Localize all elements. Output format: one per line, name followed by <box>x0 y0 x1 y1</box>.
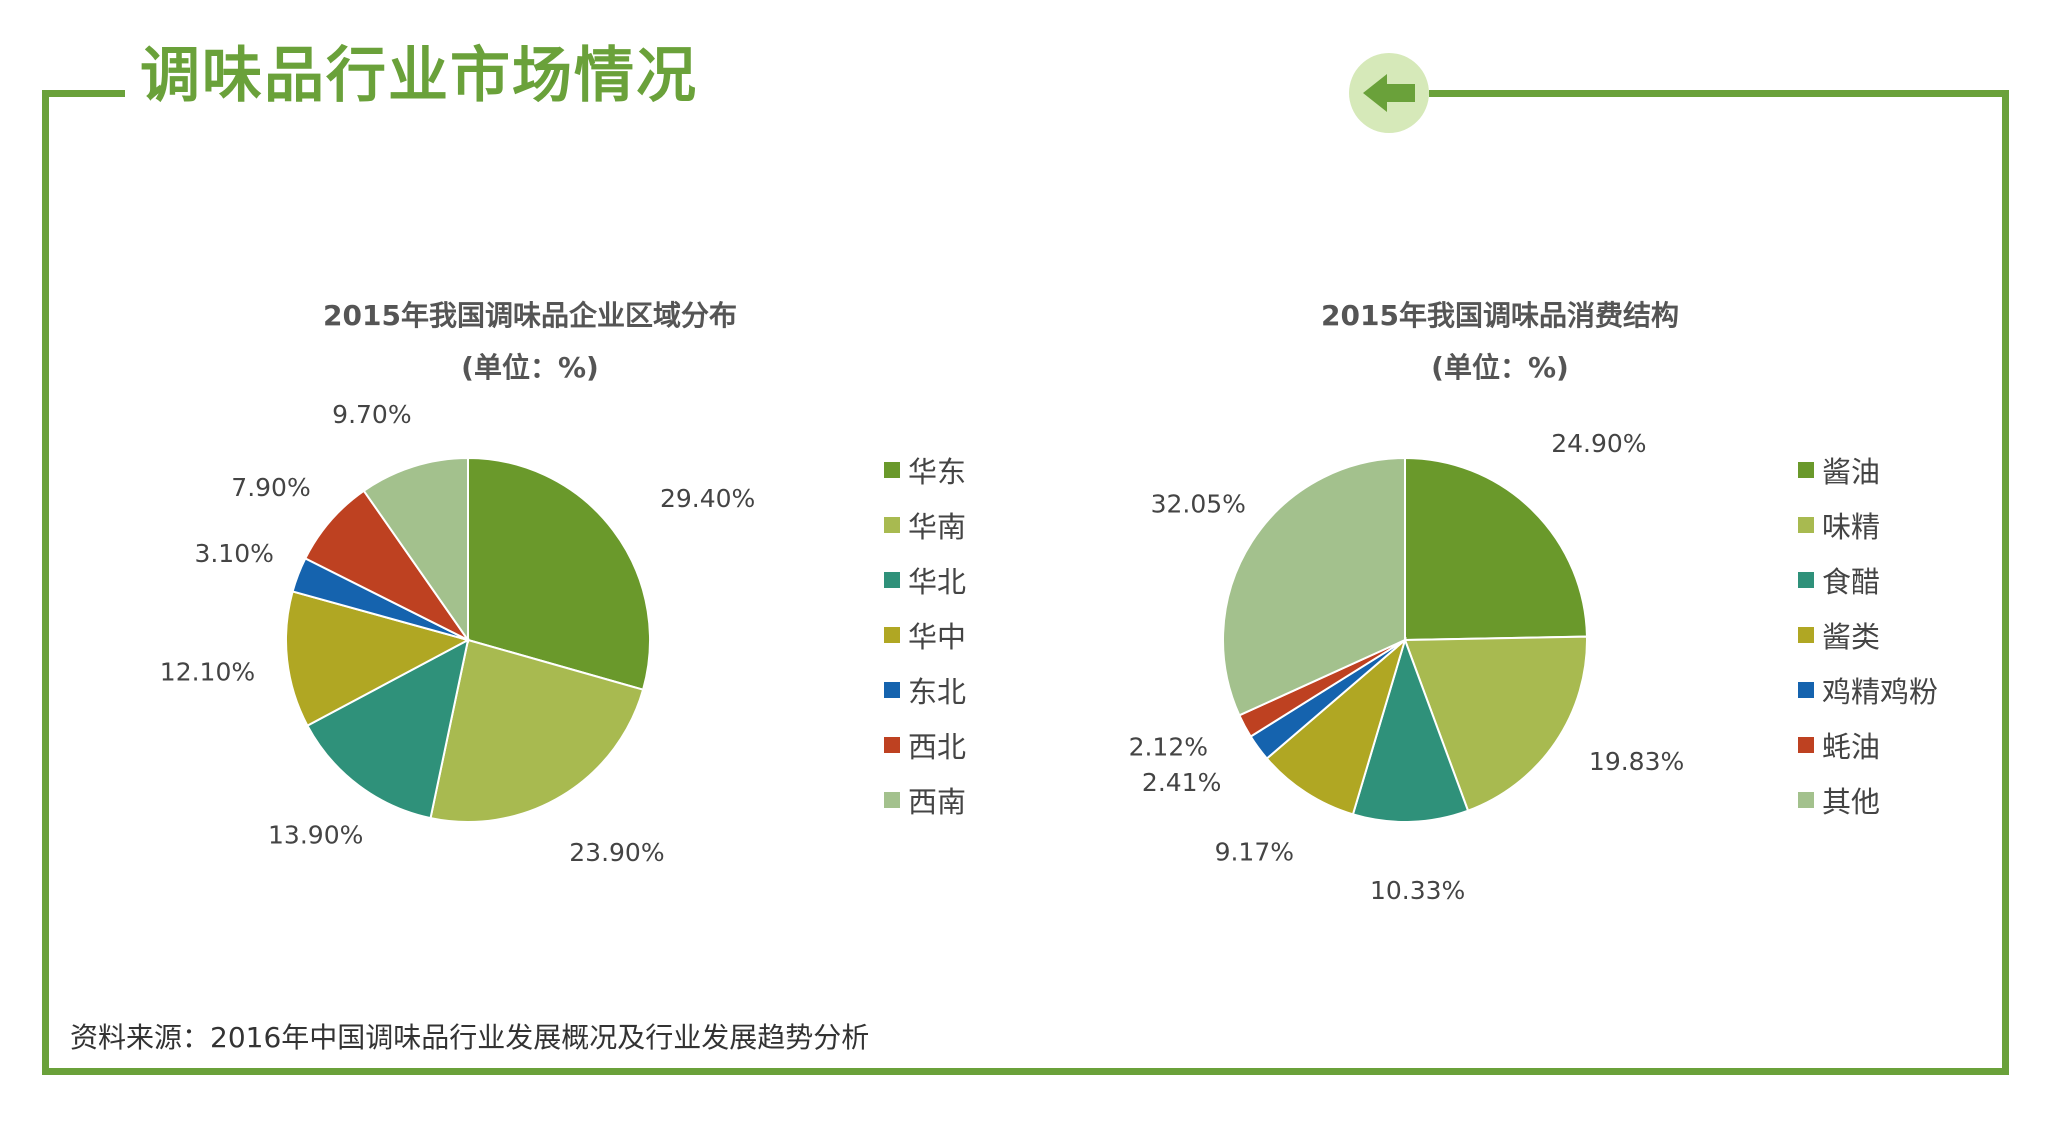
pie-chart-region-distribution: 29.40% 23.90% 13.90% 12.10% 3.10% 7.90% 9.70% <box>160 400 756 867</box>
legend-swatch <box>884 462 900 478</box>
data-label-1: 29.40% <box>660 484 755 513</box>
legend-label: 食醋 <box>1822 565 1881 599</box>
data-label-5: 3.10% <box>194 539 273 568</box>
legend-item-2: 华南 <box>884 507 967 544</box>
legend-swatch <box>884 627 900 643</box>
data-label-7: 9.70% <box>332 400 411 429</box>
chart-2-subtitle: (单位：%) <box>1431 351 1569 384</box>
pie-slice-3 <box>306 638 470 820</box>
chart-2-title: 2015年我国调味品消费结构 <box>1321 299 1679 332</box>
data-label-1: 24.90% <box>1551 429 1646 458</box>
legend-item-6: 西北 <box>884 727 967 764</box>
legend-item-4: 酱类 <box>1798 617 1881 654</box>
data-label-3: 10.33% <box>1370 876 1465 905</box>
legend-label: 东北 <box>908 675 967 709</box>
legend-item-1: 酱油 <box>1798 452 1881 489</box>
pie-slice-3 <box>1351 636 1470 823</box>
data-label-4: 12.10% <box>160 658 255 687</box>
pie-slice-2 <box>429 638 645 823</box>
data-label-3: 13.90% <box>268 821 363 850</box>
legend-label: 华中 <box>908 620 967 654</box>
legend-label: 鸡精鸡粉 <box>1822 675 1939 709</box>
legend-region-distribution: 华东华南华北华中东北西北西南 <box>884 452 1084 832</box>
data-label-4: 9.17% <box>1215 837 1294 866</box>
frame-left <box>42 90 49 1075</box>
legend-item-6: 蚝油 <box>1798 727 1881 764</box>
data-label-2: 19.83% <box>1589 747 1684 776</box>
legend-swatch <box>1798 737 1814 753</box>
page-title: 调味品行业市场情况 <box>140 41 698 111</box>
legend-label: 华东 <box>908 455 967 489</box>
data-label-2: 23.90% <box>569 838 664 867</box>
source-note: 资料来源：2016年中国调味品行业发展概况及行业发展趋势分析 <box>70 1021 870 1054</box>
legend-label: 西北 <box>908 730 967 764</box>
pie-slice-4 <box>285 590 471 728</box>
legend-consumption-structure: 酱油味精食醋酱类鸡精鸡粉蚝油其他 <box>1798 452 2018 832</box>
legend-label: 西南 <box>908 785 967 819</box>
frame-top-right <box>1429 90 2009 97</box>
legend-swatch <box>884 792 900 808</box>
legend-swatch <box>884 517 900 533</box>
chart-1-title-block: 2015年我国调味品企业区域分布 (单位：%) <box>250 290 810 394</box>
legend-label: 酱类 <box>1822 620 1881 654</box>
legend-item-1: 华东 <box>884 452 967 489</box>
legend-item-7: 其他 <box>1798 782 1881 819</box>
chart-2-title-block: 2015年我国调味品消费结构 (单位：%) <box>1200 290 1800 394</box>
pie-slice-2 <box>1403 635 1588 813</box>
pie-slice-1 <box>1404 456 1588 642</box>
legend-swatch <box>1798 682 1814 698</box>
frame-top-left <box>42 90 125 97</box>
frame-bottom <box>42 1068 2009 1075</box>
chart-1-title: 2015年我国调味品企业区域分布 <box>323 299 737 332</box>
legend-label: 华北 <box>908 565 967 599</box>
legend-item-7: 西南 <box>884 782 967 819</box>
legend-label: 酱油 <box>1822 455 1881 489</box>
pie-chart-consumption-structure: 24.90% 19.83% 10.33% 9.17% 2.41% 2.12% 32.05% <box>1129 429 1685 905</box>
back-arrow-icon <box>1363 74 1415 112</box>
legend-label: 蚝油 <box>1822 730 1881 764</box>
legend-swatch <box>884 737 900 753</box>
legend-swatch <box>1798 462 1814 478</box>
pie-slice-4 <box>1265 637 1407 816</box>
pie-slice-1 <box>467 456 651 691</box>
data-label-6: 7.90% <box>231 473 310 502</box>
data-label-6: 2.12% <box>1129 732 1208 761</box>
legend-label: 其他 <box>1822 785 1881 819</box>
pie-slice-6 <box>303 489 469 641</box>
legend-swatch <box>1798 572 1814 588</box>
legend-label: 味精 <box>1822 510 1881 544</box>
legend-item-2: 味精 <box>1798 507 1881 544</box>
data-label-5: 2.41% <box>1142 768 1221 797</box>
legend-label: 华南 <box>908 510 967 544</box>
legend-swatch <box>1798 792 1814 808</box>
pie-slice-7 <box>1222 456 1406 717</box>
legend-swatch <box>1798 627 1814 643</box>
legend-item-3: 食醋 <box>1798 562 1881 599</box>
legend-item-5: 东北 <box>884 672 967 709</box>
pie-slice-7 <box>362 456 469 644</box>
legend-item-4: 华中 <box>884 617 967 654</box>
data-label-7: 32.05% <box>1151 489 1246 518</box>
chart-1-subtitle: (单位：%) <box>461 351 599 384</box>
legend-swatch <box>884 572 900 588</box>
legend-item-3: 华北 <box>884 562 967 599</box>
legend-swatch <box>884 682 900 698</box>
frame-right <box>2002 90 2009 1075</box>
legend-swatch <box>1798 517 1814 533</box>
legend-item-5: 鸡精鸡粉 <box>1798 672 1939 709</box>
back-button[interactable] <box>1349 53 1429 133</box>
